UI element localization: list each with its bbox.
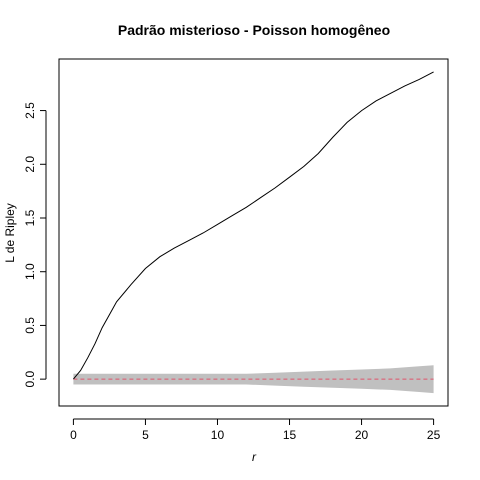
y-axis-label: L de Ripley — [3, 203, 17, 263]
y-tick-label: 2.5 — [23, 102, 37, 119]
x-tick-label: 10 — [211, 428, 225, 442]
x-tick-label: 0 — [70, 428, 77, 442]
y-tick-label: 1.0 — [23, 263, 37, 280]
y-tick-label: 0.0 — [23, 370, 37, 387]
plot-frame — [58, 58, 449, 407]
y-tick-label: 0.5 — [23, 317, 37, 334]
y-tick-label: 1.5 — [23, 209, 37, 226]
chart-title: Padrão misterioso - Poisson homogêneo — [118, 22, 390, 38]
x-axis-label: r — [252, 450, 257, 464]
plot-area — [73, 71, 434, 394]
x-tick-label: 15 — [283, 428, 297, 442]
axes: 0 5 10 15 20 25 0.0 0.5 1.0 1.5 2.0 2.5 — [23, 58, 449, 442]
x-tick-label: 25 — [427, 428, 441, 442]
observed-line — [73, 71, 434, 380]
x-tick-label: 20 — [355, 428, 369, 442]
simulation-envelope — [73, 365, 434, 394]
x-tick-label: 5 — [142, 428, 149, 442]
y-tick-label: 2.0 — [23, 156, 37, 173]
